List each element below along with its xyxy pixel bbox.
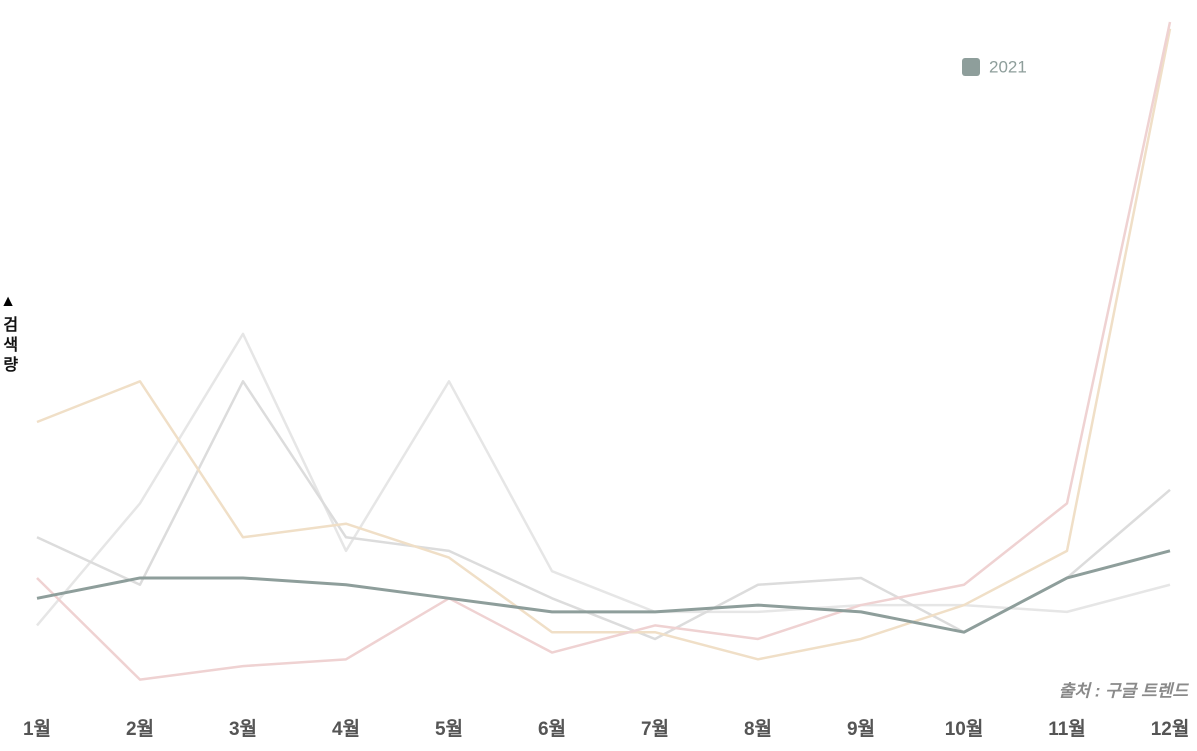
series-line <box>36 549 1171 634</box>
legend-swatch <box>962 58 980 76</box>
x-tick-label: 6월 <box>538 718 566 740</box>
x-tick-label: 7월 <box>641 718 669 740</box>
x-tick-label: 1월 <box>23 718 51 740</box>
x-tick-label: 9월 <box>847 718 875 740</box>
x-tick-label: 3월 <box>229 718 257 740</box>
x-tick-label: 2월 <box>126 718 154 740</box>
x-tick-label: 8월 <box>744 718 772 740</box>
series-line <box>36 21 1172 681</box>
legend-label: 2021 <box>989 57 1027 76</box>
x-tick-label: 11월 <box>1048 718 1086 740</box>
source-note: 출처 : 구글 트렌드 <box>1059 681 1190 700</box>
y-axis-arrow: ▲ <box>0 293 16 310</box>
x-tick-label: 5월 <box>435 718 463 740</box>
x-tick-label: 10월 <box>945 718 984 740</box>
series-line <box>36 332 1171 627</box>
y-axis-label: 검색량 <box>0 315 18 376</box>
x-tick-label: 4월 <box>332 718 360 740</box>
series-line <box>36 28 1172 661</box>
x-tick-label: 12월 <box>1151 718 1190 740</box>
series-line <box>36 380 1171 641</box>
